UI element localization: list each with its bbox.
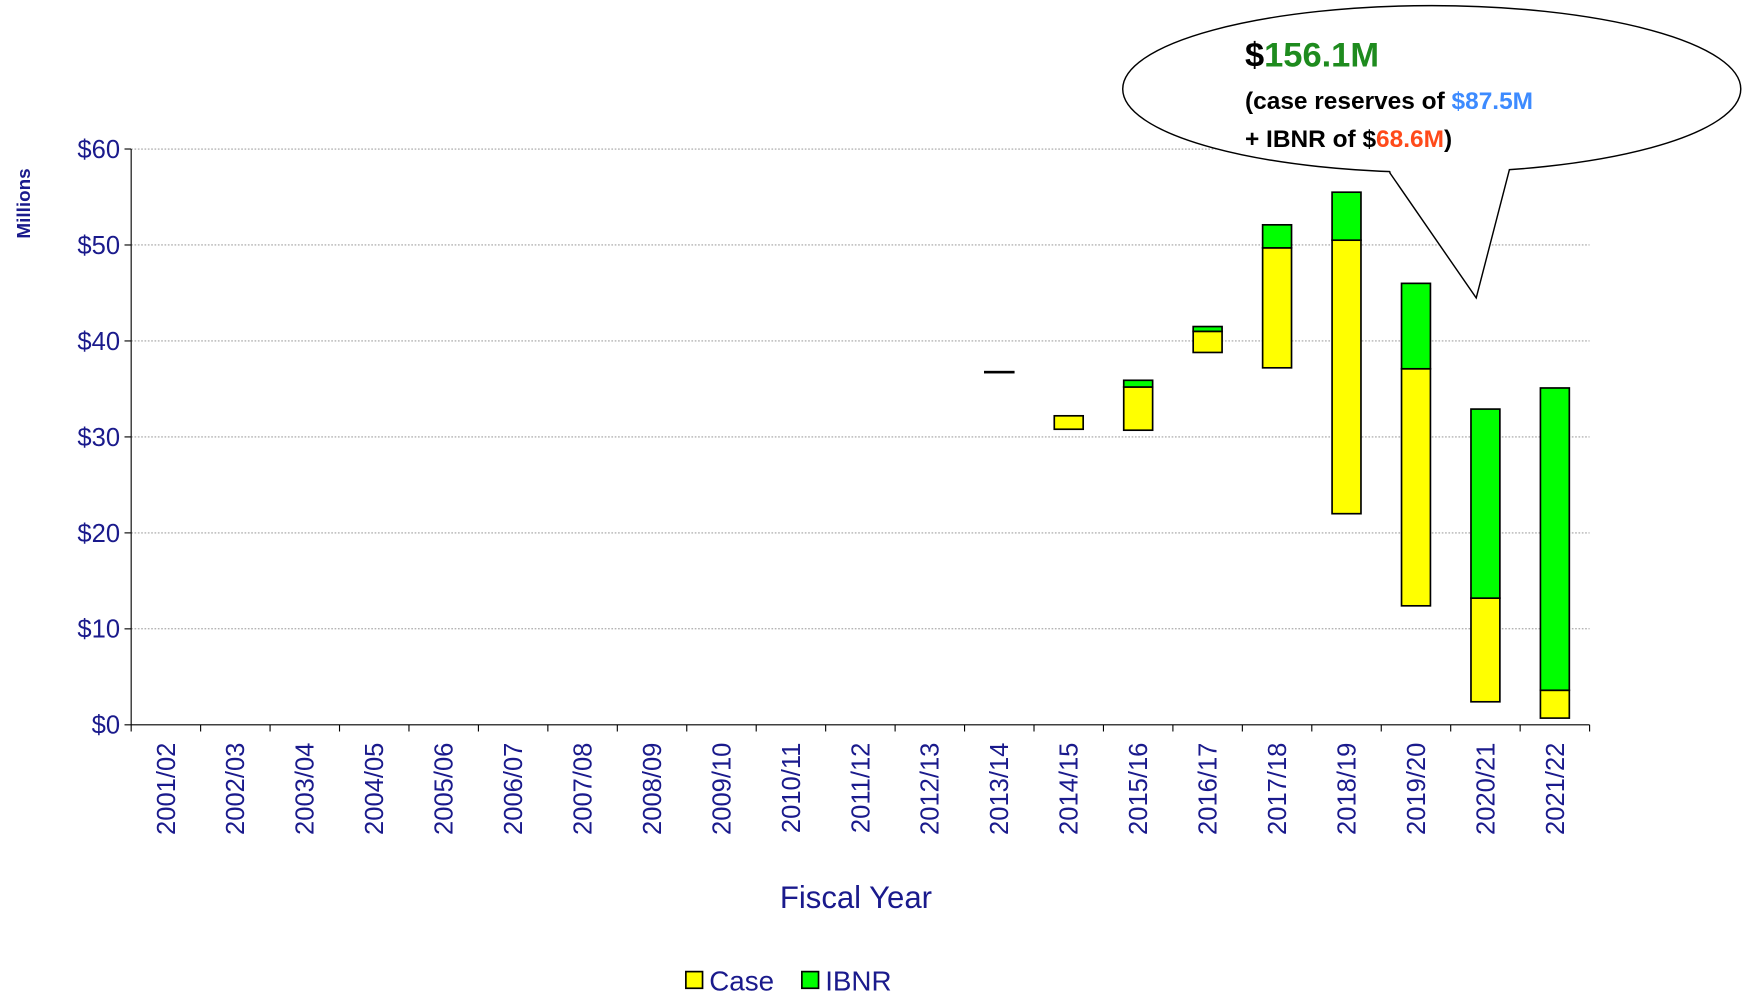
- x-tick-label: 2002/03: [222, 743, 250, 835]
- bar-segment: [1053, 414, 1085, 431]
- y-tick-label: $40: [77, 328, 120, 356]
- callout-case: (case reserves of $87.5M: [1245, 88, 1533, 115]
- x-tick-label: 2006/07: [500, 743, 528, 835]
- y-tick-label: $30: [77, 424, 120, 452]
- x-tick-label: 2010/11: [778, 743, 806, 833]
- x-tick-label: 2003/04: [292, 743, 320, 835]
- bar-segment: [1400, 367, 1432, 607]
- y-tick-label: $60: [77, 136, 120, 164]
- x-tick-label: 2015/16: [1125, 743, 1153, 835]
- callout-text: + IBNR of $: [1245, 126, 1376, 153]
- bar-segment: [1122, 386, 1154, 432]
- x-tick-label: 2012/13: [917, 743, 945, 835]
- x-tick-label: 2011/12: [847, 743, 875, 833]
- callout-tail: [1388, 168, 1511, 300]
- bar-segment: [1331, 239, 1362, 515]
- x-tick-label: 2018/19: [1333, 743, 1361, 835]
- x-axis-label: Fiscal Year: [780, 880, 932, 915]
- y-tick-label: $10: [77, 616, 120, 644]
- y-axis-label: Millions: [14, 168, 35, 238]
- x-tick-label: 2013/14: [986, 743, 1014, 835]
- x-tick-label: 2007/08: [569, 743, 597, 835]
- x-tick-label: 2005/06: [431, 743, 459, 835]
- callout-text: (case reserves of: [1245, 88, 1452, 115]
- bar-segment: [1192, 325, 1223, 333]
- bar-segment: [1539, 387, 1571, 692]
- bar-segment: [1192, 330, 1223, 354]
- callout-text: 156.1M: [1264, 37, 1379, 75]
- x-tick-label: 2008/09: [639, 743, 667, 835]
- bar-segment: [1470, 408, 1501, 599]
- bar-segment: [1331, 191, 1362, 242]
- legend-label: IBNR: [825, 965, 891, 995]
- x-tick-label: 2001/02: [153, 743, 181, 835]
- bar-segment: [983, 370, 1015, 374]
- x-tick-label: 2004/05: [361, 743, 389, 835]
- x-tick-label: 2020/21: [1472, 743, 1500, 835]
- bar-segment: [1261, 223, 1293, 249]
- x-tick-label: 2017/18: [1264, 743, 1292, 835]
- callout: $156.1M (case reserves of $87.5M + IBNR …: [1122, 4, 1742, 300]
- callout-total: $156.1M: [1245, 37, 1379, 75]
- bar-segment: [1470, 597, 1501, 703]
- y-tick-label: $50: [77, 232, 120, 260]
- bar-segment: [1539, 689, 1571, 719]
- callout-text: $: [1245, 37, 1264, 75]
- y-tick-label: $20: [77, 520, 120, 548]
- x-tick-label: 2021/22: [1542, 743, 1570, 835]
- x-tick-label: 2009/10: [708, 743, 736, 835]
- callout-text: $87.5M: [1452, 88, 1534, 115]
- bar-segment: [1261, 247, 1293, 369]
- bar-segment: [1122, 379, 1154, 388]
- callout-text: ): [1444, 126, 1452, 153]
- legend-swatch: [685, 970, 704, 990]
- legend-swatch: [801, 970, 820, 990]
- bar-segment: [1400, 282, 1432, 370]
- x-tick-label: 2014/15: [1056, 743, 1084, 835]
- x-tick-label: 2016/17: [1195, 743, 1223, 835]
- callout-tail-fill: [1389, 167, 1510, 298]
- x-tick-label: 2019/20: [1403, 743, 1431, 835]
- callout-text: 68.6M: [1376, 126, 1444, 153]
- legend-label: Case: [709, 965, 774, 995]
- callout-ibnr: + IBNR of $68.6M): [1245, 126, 1452, 153]
- y-tick-label: $0: [92, 712, 120, 740]
